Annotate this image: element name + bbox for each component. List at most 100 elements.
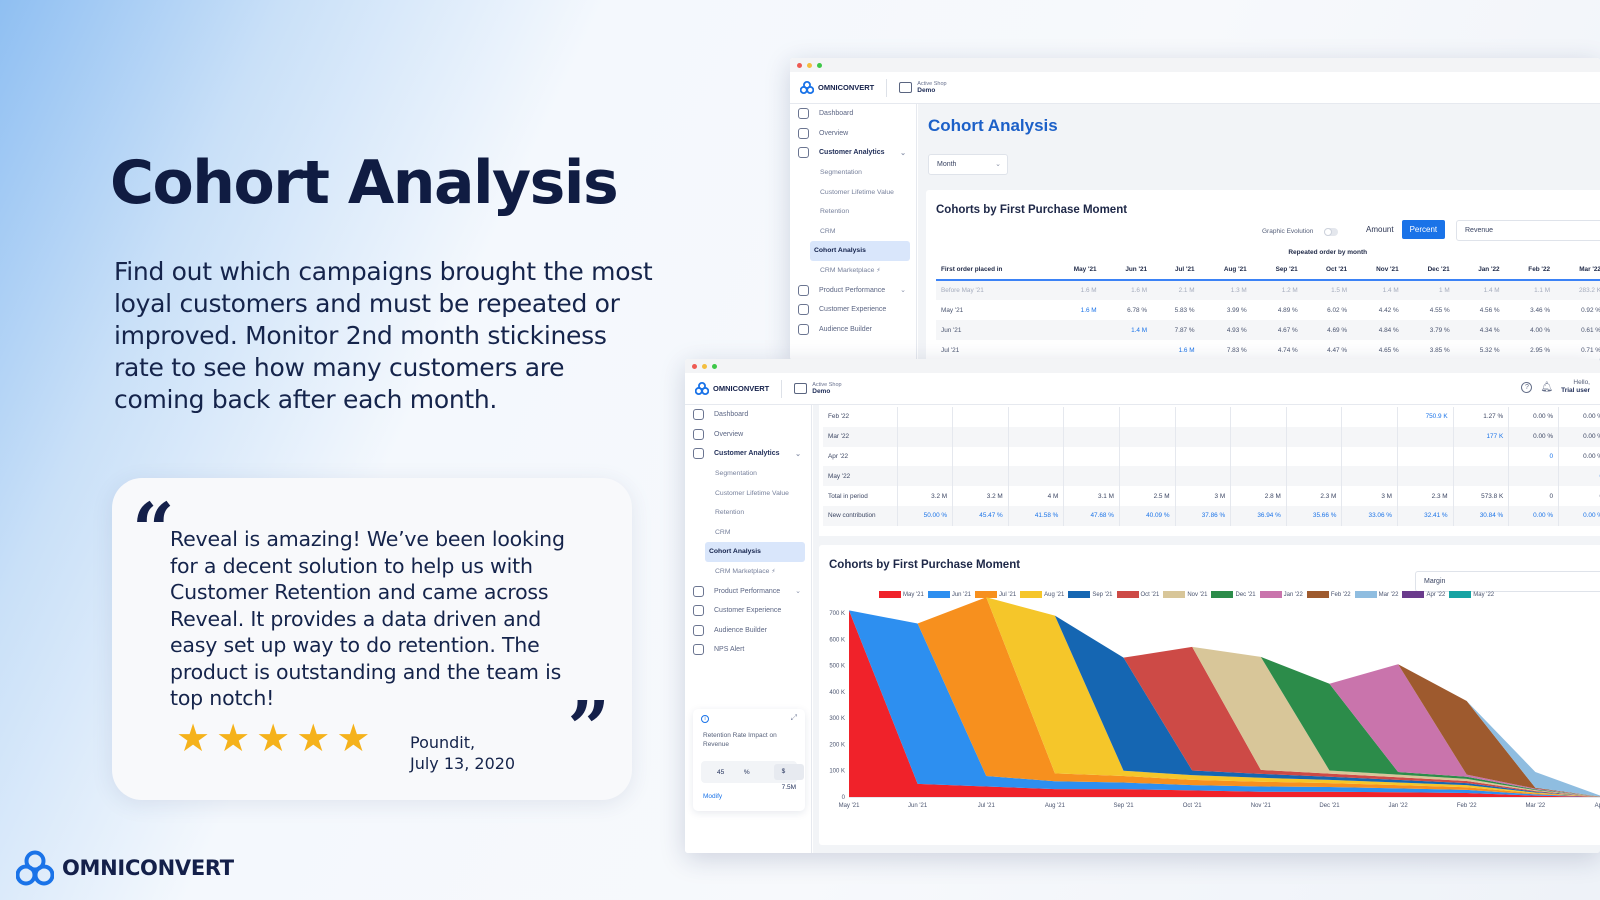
modify-link[interactable]: Modify (703, 793, 723, 800)
sidebar-item-customer-experience[interactable]: Customer Experience (685, 601, 811, 621)
app-logo[interactable]: OMNICONVERT (800, 81, 874, 94)
legend-item[interactable]: Aug '21 (1020, 591, 1064, 598)
legend-item[interactable]: May '21 (879, 591, 924, 598)
sidebar-item-product-performance[interactable]: Product Performance ⌄ (685, 581, 811, 601)
expand-icon[interactable]: ⤢ (790, 713, 797, 722)
table-cell (1049, 340, 1101, 360)
user-greeting[interactable]: Hello, Trial user (1561, 379, 1590, 395)
table-cell: 6.78 % (1127, 306, 1148, 314)
sidebar-item-customer-lifetime-value[interactable]: Customer Lifetime Value (685, 483, 811, 503)
analytics-icon (798, 147, 809, 159)
table-cell (1008, 407, 1065, 427)
legend-item[interactable]: Jan '22 (1259, 591, 1303, 598)
table-cell: 7.83 % (1226, 346, 1247, 354)
legend-item[interactable]: Dec '21 (1211, 591, 1256, 598)
sidebar-item-dashboard[interactable]: Dashboard (790, 104, 916, 124)
legend-item[interactable]: Jun '21 (927, 591, 971, 598)
column-header[interactable]: Nov '21 (1352, 260, 1404, 281)
sidebar-item-label: Customer Experience (714, 607, 782, 615)
column-header[interactable]: Feb '22 (1504, 260, 1556, 281)
area-series-9[interactable] (849, 597, 1600, 797)
sidebar-item-audience-builder[interactable]: Audience Builder (685, 621, 811, 641)
metric-select[interactable]: Revenue (1456, 220, 1600, 241)
bell-icon[interactable]: 🔔︎ (1540, 381, 1554, 393)
sidebar-item-retention[interactable]: Retention (685, 503, 811, 523)
column-header[interactable]: Jun '21 (1101, 260, 1153, 281)
legend-item[interactable]: Jul '21 (975, 591, 1016, 598)
sidebar-item-nps-alert[interactable]: NPS Alert (685, 640, 811, 660)
legend-item[interactable]: May '22 (1449, 591, 1494, 598)
legend-item[interactable]: Nov '21 (1163, 591, 1207, 598)
brand-name: OMNICONVERT (62, 856, 234, 880)
area-series-2[interactable] (849, 597, 1600, 797)
close-dot-icon[interactable] (797, 62, 802, 68)
close-dot-icon[interactable] (692, 363, 697, 369)
sidebar-item-crm-marketplace[interactable]: CRM Marketplace ⚡︎ (685, 562, 811, 582)
sidebar-item-overview[interactable]: Overview (685, 425, 811, 445)
sidebar-item-audience-builder[interactable]: Audience Builder (790, 320, 916, 340)
nps-icon (693, 644, 704, 656)
sidebar-item-dashboard[interactable]: Dashboard (685, 405, 811, 425)
sidebar-item-customer-analytics[interactable]: Customer Analytics ⌄ (790, 143, 916, 163)
maximize-dot-icon[interactable] (712, 363, 717, 369)
area-series-1[interactable] (849, 610, 1600, 797)
column-header[interactable]: Jan '22 (1454, 260, 1505, 281)
column-header[interactable]: Oct '21 (1302, 260, 1353, 281)
column-header[interactable]: Sep '21 (1251, 260, 1303, 281)
chart-metric-select[interactable]: Margin (1415, 571, 1600, 592)
sidebar-item-cohort-analysis[interactable]: Cohort Analysis (705, 542, 805, 562)
sidebar-item-segmentation[interactable]: Segmentation (790, 163, 916, 183)
active-shop-selector[interactable]: Active Shop Demo (899, 81, 947, 95)
sidebar-item-crm[interactable]: CRM (685, 523, 811, 543)
legend-item[interactable]: Feb '22 (1306, 591, 1351, 598)
sidebar-item-overview[interactable]: Overview (790, 124, 916, 144)
column-header[interactable]: Jul '21 (1152, 260, 1200, 281)
minimize-dot-icon[interactable] (807, 62, 812, 68)
legend-item[interactable]: Mar '22 (1354, 591, 1398, 598)
legend-item[interactable]: Oct '21 (1116, 591, 1159, 598)
chevron-down-icon: ⌄ (900, 149, 906, 157)
period-select[interactable]: Month ⌄ (928, 154, 1008, 175)
app-logo[interactable]: OMNICONVERT (695, 382, 769, 395)
area-series-8[interactable] (849, 597, 1600, 797)
legend-item[interactable]: Sep '21 (1068, 591, 1113, 598)
sidebar-item-crm-marketplace[interactable]: CRM Marketplace ⚡︎ (790, 261, 916, 281)
help-icon[interactable]: ? (1521, 381, 1533, 393)
area-series-3[interactable] (849, 597, 1600, 797)
graphic-evolution-toggle[interactable] (1324, 228, 1338, 236)
amount-button[interactable]: Amount (1366, 225, 1394, 234)
column-header[interactable]: Mar '22 (1555, 260, 1600, 281)
sidebar-item-segmentation[interactable]: Segmentation (685, 464, 811, 484)
sidebar-item-label: Audience Builder (819, 325, 872, 333)
info-icon[interactable]: i (701, 715, 709, 723)
maximize-dot-icon[interactable] (817, 62, 822, 68)
legend-item[interactable]: Apr '22 (1402, 591, 1445, 598)
minimize-dot-icon[interactable] (702, 363, 707, 369)
table-cell: 32.41 % (1397, 505, 1454, 526)
table-cell: 1.4 M (1352, 280, 1404, 300)
table-cell: 0.00 % (1508, 426, 1560, 447)
sidebar-item-label: Retention (820, 208, 850, 216)
x-tick-label: Apr '22 (1595, 803, 1600, 809)
sidebar-item-crm[interactable]: CRM (790, 222, 916, 242)
table-cell (1063, 407, 1120, 427)
area-series-6[interactable] (849, 597, 1600, 797)
analytics-icon (693, 448, 704, 460)
sidebar: Dashboard Overview Customer Analytics ⌄ Segm… (790, 104, 917, 360)
column-header[interactable]: First order placed in (936, 260, 1050, 281)
sidebar-item-customer-experience[interactable]: Customer Experience (790, 300, 916, 320)
sidebar-item-customer-analytics[interactable]: Customer Analytics ⌄ (685, 444, 811, 464)
column-header[interactable]: Aug '21 (1199, 260, 1252, 281)
active-shop-selector[interactable]: Active Shop Demo (794, 382, 842, 396)
column-header[interactable]: Dec '21 (1403, 260, 1455, 281)
percent-button[interactable]: Percent (1401, 220, 1446, 239)
sidebar-item-cohort-analysis[interactable]: Cohort Analysis (810, 241, 910, 261)
sidebar-item-customer-lifetime-value[interactable]: Customer Lifetime Value (790, 182, 916, 202)
column-header[interactable]: May '21 (1049, 260, 1102, 281)
sidebar-item-product-performance[interactable]: Product Performance ⌄ (790, 280, 916, 300)
percent-input[interactable]: 45 % (701, 769, 766, 776)
area-series-5[interactable] (849, 597, 1600, 797)
table-cell (952, 466, 1009, 487)
sidebar-item-retention[interactable]: Retention (790, 202, 916, 222)
legend-swatch (1306, 591, 1329, 598)
